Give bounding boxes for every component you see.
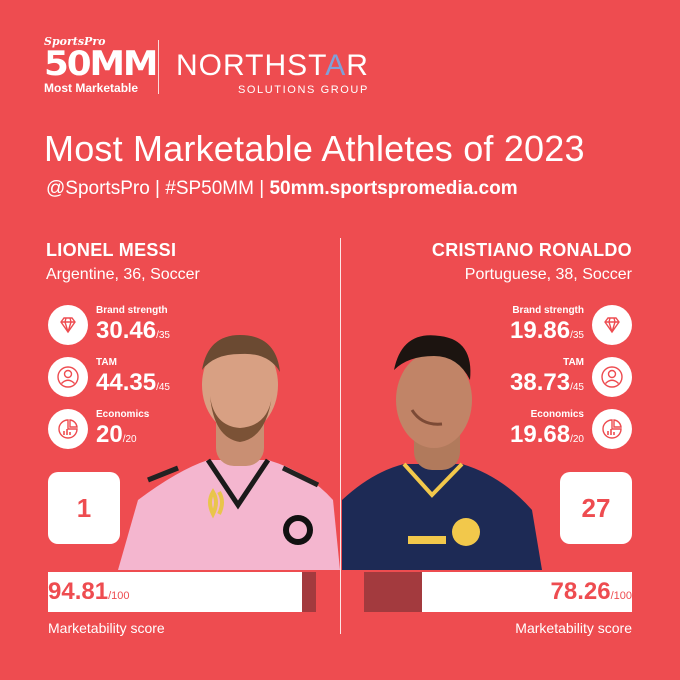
partner-subtitle: SOLUTIONS GROUP	[237, 84, 369, 96]
logo-divider	[158, 40, 159, 94]
stat-value: 19.86/35	[510, 317, 584, 344]
right-stat-brand-strength: Brand strength 19.86/35	[452, 305, 632, 349]
diamond-icon	[48, 305, 88, 345]
right-player-name: CRISTIANO RONALDO	[431, 240, 632, 260]
website-url: 50mm.sportspromedia.com	[269, 178, 518, 199]
right-player-info: Portuguese, 38, Soccer	[464, 266, 632, 283]
stat-label: TAM	[563, 357, 584, 368]
partner-name: NORTHSTAR	[176, 49, 369, 82]
sportspro-50mm-logo: SportsPro 50MM Most Marketable	[44, 35, 158, 95]
right-score-label: Marketability score	[515, 620, 632, 636]
right-stat-tam: TAM 38.73/45	[452, 357, 632, 401]
stat-value: 38.73/45	[510, 369, 584, 396]
person-icon	[592, 357, 632, 397]
left-player-info: Argentine, 36, Soccer	[46, 266, 200, 283]
center-divider	[340, 238, 341, 634]
stat-value: 20/20	[96, 421, 137, 448]
stat-label: Economics	[530, 409, 584, 420]
page-title: Most Marketable Athletes of 2023	[44, 128, 585, 169]
stat-label: Brand strength	[512, 305, 584, 316]
logo-tagline: Most Marketable	[44, 81, 139, 95]
northstar-logo: NORTHSTAR SOLUTIONS GROUP	[176, 49, 369, 97]
stat-value: 44.35/45	[96, 369, 170, 396]
stat-label: Brand strength	[96, 305, 168, 316]
right-score-bar: 78.26/100	[364, 572, 632, 612]
chart-icon	[48, 409, 88, 449]
right-stat-economics: Economics 19.68/20	[452, 409, 632, 453]
star-letter: A	[325, 49, 347, 82]
right-score-remainder	[364, 572, 422, 612]
left-score-bar: 94.81/100	[48, 572, 316, 612]
left-rank-badge: 1	[48, 472, 120, 544]
stat-value: 30.46/35	[96, 317, 170, 344]
left-score-label: Marketability score	[48, 620, 165, 636]
stat-label: TAM	[96, 357, 117, 368]
logo-number: 50MM	[44, 44, 158, 84]
chart-icon	[592, 409, 632, 449]
person-icon	[48, 357, 88, 397]
page-subtitle: @SportsPro | #SP50MM | 50mm.sportspromed…	[46, 178, 518, 200]
left-stat-economics: Economics 20/20	[48, 409, 228, 453]
ronaldo-photo	[342, 330, 552, 570]
stat-label: Economics	[96, 409, 150, 420]
messi-photo	[118, 330, 340, 570]
social-handles: @SportsPro | #SP50MM |	[46, 178, 270, 199]
left-score-remainder	[302, 572, 316, 612]
left-score-value: 94.81/100	[48, 578, 130, 605]
stat-value: 19.68/20	[510, 421, 584, 448]
left-stat-tam: TAM 44.35/45	[48, 357, 228, 401]
left-player-name: LIONEL MESSI	[46, 240, 177, 260]
diamond-icon	[592, 305, 632, 345]
logo-brand: SportsPro	[44, 35, 106, 48]
right-score-value: 78.26/100	[550, 578, 632, 605]
left-stat-brand-strength: Brand strength 30.46/35	[48, 305, 228, 349]
right-rank-badge: 27	[560, 472, 632, 544]
